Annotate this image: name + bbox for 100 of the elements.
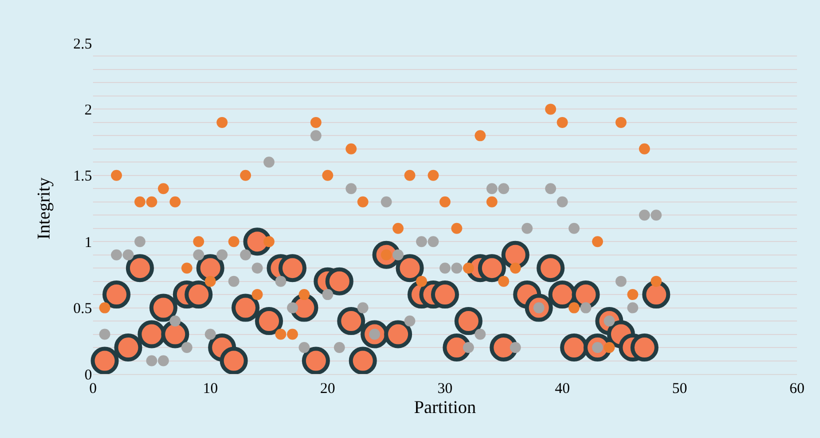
x-tick-label: 60	[790, 381, 804, 397]
point	[252, 289, 263, 300]
point	[334, 342, 345, 354]
point	[232, 294, 260, 322]
point	[161, 320, 190, 348]
point	[357, 196, 368, 208]
point	[556, 196, 568, 208]
point	[134, 236, 146, 248]
point	[474, 130, 486, 142]
point	[490, 334, 518, 362]
point	[346, 143, 357, 154]
point	[627, 302, 638, 314]
point	[220, 346, 248, 375]
point	[545, 104, 556, 115]
point	[627, 289, 638, 300]
y-tick-label: 0.5	[73, 301, 92, 318]
x-tick-label: 30	[438, 381, 452, 397]
point	[204, 328, 216, 340]
point	[510, 262, 521, 274]
point	[454, 307, 482, 336]
point	[451, 222, 462, 234]
point	[510, 342, 521, 354]
point	[650, 276, 662, 287]
point	[568, 222, 580, 234]
point	[357, 302, 368, 314]
y-axis-title: Integrity	[33, 178, 54, 240]
point	[184, 280, 213, 309]
point	[193, 249, 204, 260]
x-tick-label: 20	[320, 381, 336, 397]
point	[616, 276, 626, 287]
point	[322, 170, 334, 181]
point	[396, 254, 424, 282]
point	[146, 355, 158, 366]
point	[498, 276, 510, 287]
point	[298, 289, 310, 300]
point	[255, 307, 283, 336]
point	[440, 196, 450, 208]
point	[240, 170, 252, 181]
point	[462, 342, 474, 354]
point	[122, 249, 134, 260]
point	[486, 183, 498, 194]
point	[146, 196, 158, 208]
point	[404, 170, 416, 181]
y-tick-label: 1.5	[73, 168, 92, 185]
point	[310, 130, 322, 142]
point	[404, 316, 416, 327]
point	[416, 276, 428, 287]
point	[638, 143, 650, 154]
point	[498, 183, 510, 194]
point	[650, 210, 662, 221]
point	[286, 328, 298, 340]
point	[346, 183, 357, 194]
point	[568, 302, 580, 314]
point	[216, 116, 228, 128]
point	[310, 116, 322, 128]
point	[302, 346, 330, 375]
point	[275, 328, 286, 340]
point	[228, 236, 240, 248]
y-tick-label: 2	[84, 102, 92, 118]
x-tick-label: 40	[554, 381, 570, 397]
point	[228, 276, 240, 287]
point	[416, 236, 428, 248]
point	[252, 262, 263, 274]
point	[616, 116, 626, 128]
point	[181, 262, 192, 274]
point	[638, 210, 650, 221]
x-tick-label: 50	[672, 381, 688, 397]
point	[556, 116, 568, 128]
point	[580, 302, 592, 314]
point	[193, 236, 204, 248]
point	[440, 262, 450, 274]
point	[181, 342, 192, 354]
point	[431, 280, 459, 309]
point	[337, 307, 366, 336]
point	[114, 334, 142, 362]
point	[478, 254, 506, 282]
point	[90, 346, 119, 375]
point	[325, 267, 354, 296]
point	[264, 156, 274, 168]
point	[204, 276, 216, 287]
point	[298, 342, 310, 354]
point	[384, 320, 412, 348]
x-tick-label: 10	[202, 381, 218, 397]
point	[99, 302, 110, 314]
point	[428, 170, 439, 181]
point	[536, 254, 565, 282]
point	[196, 254, 224, 282]
y-tick-label: 0	[84, 367, 92, 384]
point	[126, 254, 154, 282]
point	[522, 222, 533, 234]
point	[604, 342, 615, 354]
point	[486, 196, 498, 208]
point	[380, 196, 392, 208]
point	[630, 334, 658, 362]
y-tick-label: 1	[84, 234, 92, 251]
point	[110, 170, 122, 181]
point	[170, 196, 181, 208]
point	[99, 328, 110, 340]
point	[216, 249, 228, 260]
point	[322, 289, 334, 300]
